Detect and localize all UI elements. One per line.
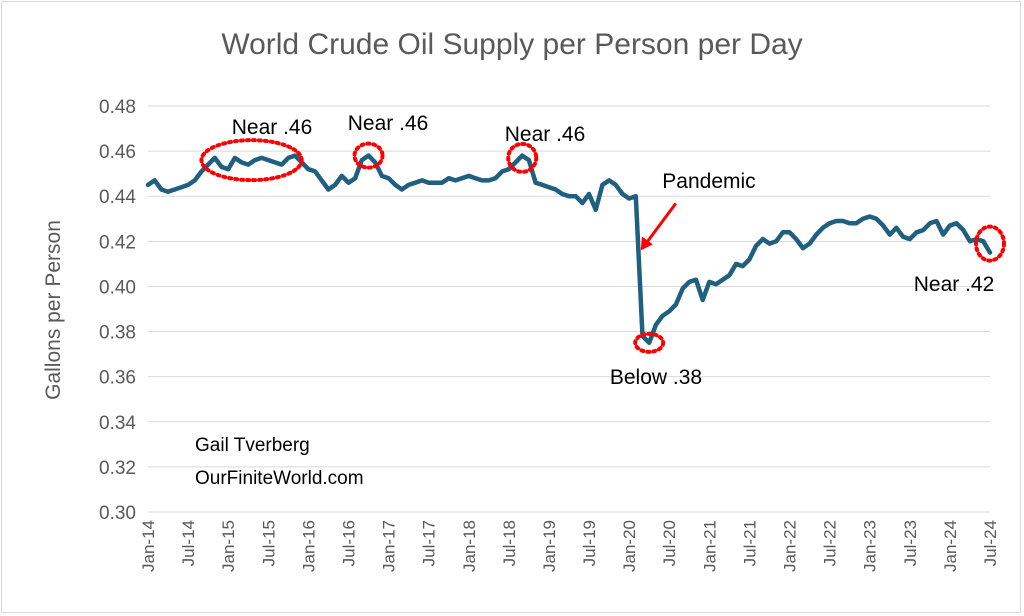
highlight-ellipse — [974, 224, 1006, 263]
y-tick-label: 0.30 — [99, 503, 136, 524]
x-tick-label: Jul-19 — [580, 520, 599, 566]
x-tick-label: Jul-24 — [981, 520, 1000, 566]
annotation-label: Near .46 — [348, 112, 429, 135]
x-tick-label: Jul-14 — [179, 520, 198, 566]
y-tick-label: 0.36 — [99, 368, 136, 389]
credit-author: Gail Tverberg — [195, 435, 310, 456]
y-tick-label: 0.48 — [99, 97, 136, 118]
highlight-ellipse — [352, 141, 385, 170]
x-tick-label: Jul-22 — [821, 520, 840, 566]
y-axis-ticks: 0.30 0.32 0.34 0.36 0.38 0.40 0.42 0.44 0.46 0.48 — [99, 97, 136, 524]
arrow-shaft — [645, 202, 678, 244]
x-tick-label: Jul-23 — [901, 520, 920, 566]
y-tick-label: 0.34 — [99, 413, 136, 434]
annotations: Near .46 Near .46 Near .46 Pandemic Belo… — [232, 112, 995, 389]
series-layer — [145, 153, 993, 346]
highlight-ellipse — [506, 141, 539, 174]
x-axis-ticks: Jan-14 Jul-14 Jan-15 Jul-15 Jan-16 Jul-16 Jan-… — [139, 520, 1000, 572]
y-tick-label: 0.46 — [99, 142, 136, 163]
y-tick-label: 0.44 — [99, 187, 136, 208]
x-tick-label: Jan-16 — [299, 520, 318, 572]
annotation-label: Near .42 — [914, 273, 995, 296]
x-tick-label: Jan-23 — [861, 520, 880, 572]
chart-title: World Crude Oil Supply per Person per Da… — [221, 28, 802, 61]
highlight-ellipse — [633, 331, 666, 354]
x-tick-label: Jan-22 — [781, 520, 800, 572]
y-axis-label: Gallons per Person — [42, 220, 65, 400]
x-tick-label: Jul-15 — [259, 520, 278, 566]
y-tick-label: 0.42 — [99, 232, 136, 253]
x-tick-label: Jul-18 — [500, 520, 519, 566]
x-tick-label: Jul-17 — [420, 520, 439, 566]
x-tick-label: Jan-17 — [380, 520, 399, 572]
x-tick-label: Jul-20 — [660, 520, 679, 566]
x-tick-label: Jan-18 — [460, 520, 479, 572]
x-tick-label: Jan-21 — [700, 520, 719, 572]
annotation-label: Pandemic — [662, 170, 755, 193]
pandemic-arrow — [640, 202, 678, 251]
annotation-label: Near .46 — [232, 116, 313, 139]
credit-website: OurFiniteWorld.com — [195, 468, 364, 489]
annotation-label: Below .38 — [610, 366, 702, 389]
annotation-label: Near .46 — [505, 123, 586, 146]
x-tick-label: Jan-15 — [219, 520, 238, 572]
x-tick-label: Jan-14 — [139, 520, 158, 572]
x-tick-label: Jul-16 — [339, 520, 358, 566]
series-line — [145, 153, 993, 346]
arrow-head — [640, 236, 653, 251]
x-tick-label: Jan-20 — [620, 520, 639, 572]
x-tick-label: Jul-21 — [740, 520, 759, 566]
x-tick-label: Jan-19 — [540, 520, 559, 572]
highlight-circles — [199, 138, 1006, 354]
highlight-ellipse — [199, 138, 304, 183]
y-tick-label: 0.38 — [99, 323, 136, 344]
x-tick-label: Jan-24 — [941, 520, 960, 572]
y-tick-label: 0.32 — [99, 458, 136, 479]
y-tick-label: 0.40 — [99, 277, 136, 298]
gridlines — [148, 105, 990, 513]
